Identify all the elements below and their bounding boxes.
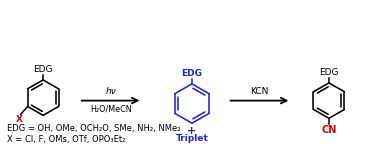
Text: EDG: EDG xyxy=(319,68,339,77)
Text: +: + xyxy=(187,126,197,136)
Text: X = Cl, F, OMs, OTf, OPO₃Et₂: X = Cl, F, OMs, OTf, OPO₃Et₂ xyxy=(7,135,126,144)
Text: H₂O/MeCN: H₂O/MeCN xyxy=(90,105,132,114)
Text: EDG: EDG xyxy=(33,65,53,74)
Text: Triplet: Triplet xyxy=(175,134,208,143)
Text: KCN: KCN xyxy=(250,87,269,96)
Text: X: X xyxy=(16,115,23,124)
Text: hν: hν xyxy=(105,87,116,96)
Text: CN: CN xyxy=(321,125,337,135)
Text: EDG = OH, OMe, OCH₂O, SMe, NH₂, NMe₂: EDG = OH, OMe, OCH₂O, SMe, NH₂, NMe₂ xyxy=(7,124,181,133)
Text: EDG: EDG xyxy=(181,69,203,78)
